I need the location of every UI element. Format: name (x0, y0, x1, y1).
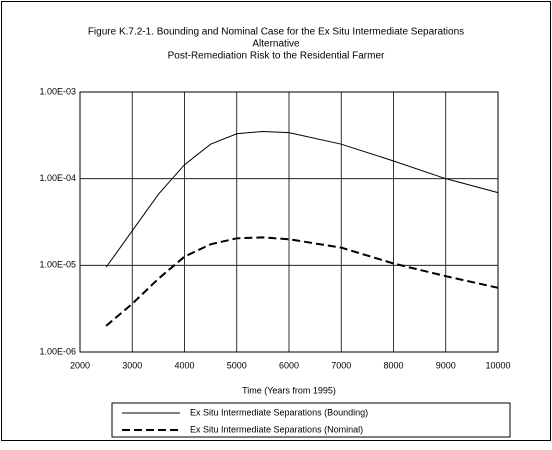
legend-label: Ex Situ Intermediate Separations (Boundi… (190, 407, 368, 417)
x-axis-label: Time (Years from 1995) (242, 385, 336, 395)
chart-title: Alternative (252, 39, 300, 50)
y-tick-label: 1.00E-05 (39, 260, 76, 270)
series-line (105, 131, 499, 268)
legend-box (111, 402, 511, 438)
x-tick-label: 3000 (122, 360, 142, 370)
y-tick-label: 1.00E-04 (39, 173, 76, 183)
chart-title: Post-Remediation Risk to the Residential… (168, 51, 385, 62)
y-tick-label: 1.00E-06 (39, 346, 76, 356)
x-tick-label: 10000 (485, 360, 510, 370)
x-tick-label: 6000 (279, 360, 299, 370)
series-line (105, 236, 499, 327)
x-tick-label: 7000 (331, 360, 351, 370)
plot-area (79, 91, 499, 353)
x-tick-label: 9000 (436, 360, 456, 370)
x-tick-label: 8000 (383, 360, 403, 370)
x-tick-label: 5000 (227, 360, 247, 370)
legend-label: Ex Situ Intermediate Separations (Nomina… (190, 424, 363, 434)
x-tick-label: 4000 (174, 360, 194, 370)
x-tick-label: 2000 (70, 360, 90, 370)
chart-frame (1, 1, 551, 441)
y-tick-label: 1.00E-03 (39, 86, 76, 96)
chart-title: Figure K.7.2-1. Bounding and Nominal Cas… (88, 27, 464, 38)
